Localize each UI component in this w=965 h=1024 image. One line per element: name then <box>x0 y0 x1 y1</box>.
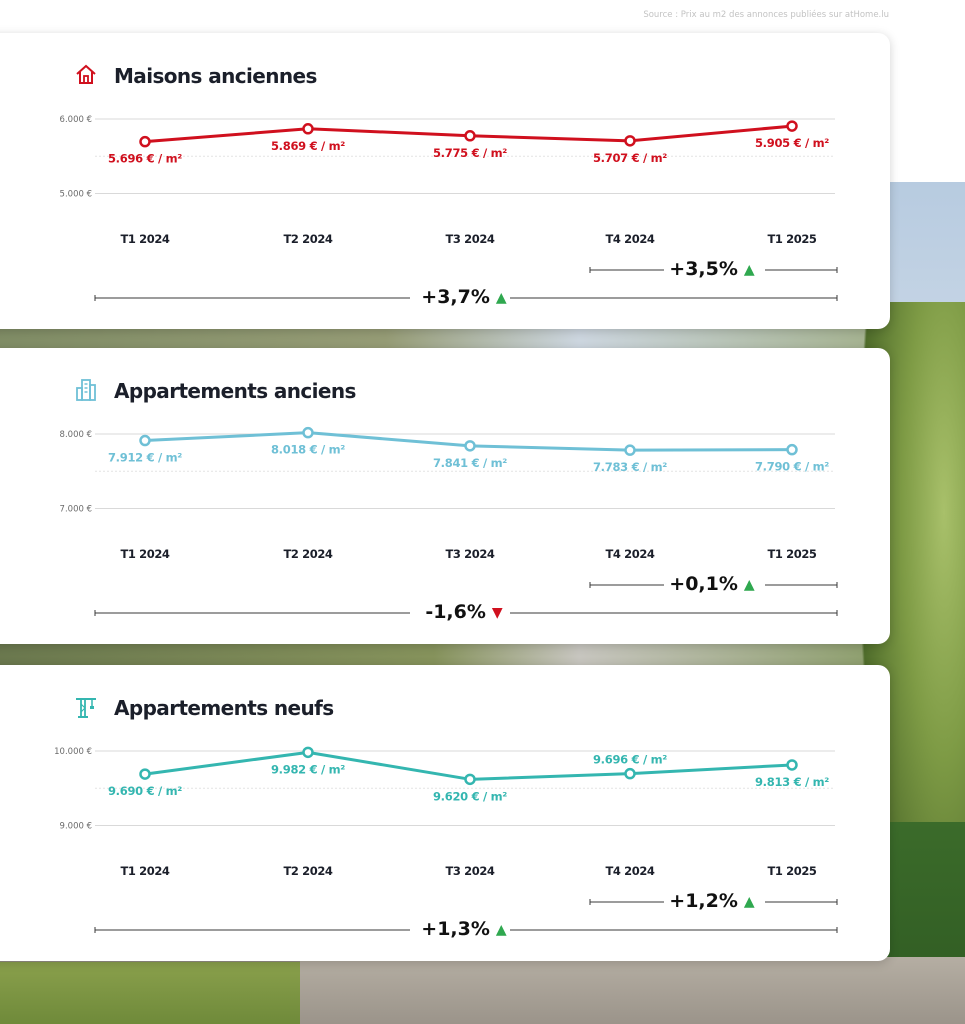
y-tick-label: 10.000 € <box>54 747 92 757</box>
x-tick-label: T1 2025 <box>767 232 816 246</box>
x-tick-label: T2 2024 <box>283 547 332 561</box>
x-tick-label: T1 2024 <box>120 232 169 246</box>
y-tick-label: 9.000 € <box>60 822 92 832</box>
evolution-year: +3,7% ▲ <box>421 286 506 308</box>
data-label: 5.905 € / m² <box>755 136 829 150</box>
x-tick-label: T4 2024 <box>605 864 654 878</box>
crane-icon <box>76 698 96 718</box>
x-tick-label: T3 2024 <box>445 547 494 561</box>
data-label: 7.783 € / m² <box>593 460 667 474</box>
data-point <box>302 123 314 135</box>
data-point <box>624 135 636 147</box>
trend-up-icon: ▲ <box>495 922 507 938</box>
data-point <box>464 440 476 452</box>
paved-path <box>300 957 965 1024</box>
chart-title: Appartements anciens <box>114 379 356 403</box>
data-label: 5.775 € / m² <box>433 146 507 160</box>
data-label: 5.869 € / m² <box>271 139 345 153</box>
x-tick-label: T1 2025 <box>767 864 816 878</box>
x-tick-label: T1 2025 <box>767 547 816 561</box>
evolution-year-value: +1,3% <box>421 918 490 940</box>
data-label: 7.912 € / m² <box>108 451 182 465</box>
evolution-quarter: +1,2% ▲ <box>669 890 754 912</box>
trend-up-icon: ▲ <box>743 894 755 910</box>
building-icon <box>76 379 96 401</box>
chart-card-appartements-anciens: Appartements anciens 8.000 € 7.000 € 7.912… <box>0 348 890 644</box>
evolution-quarter: +0,1% ▲ <box>669 573 754 595</box>
data-point <box>139 434 151 447</box>
trend-up-icon: ▲ <box>495 290 507 306</box>
y-tick-label: 5.000 € <box>60 190 92 200</box>
chart-title: Maisons anciennes <box>114 64 317 88</box>
y-tick-label: 7.000 € <box>60 505 92 515</box>
evolution-year-value: -1,6% <box>425 601 486 623</box>
x-tick-label: T1 2024 <box>120 547 169 561</box>
evolution-year: -1,6% ▼ <box>425 601 502 623</box>
line-chart: 6.000 € 5.000 € 5.696 € / m² 5.869 € / m² 5.… <box>60 115 838 301</box>
data-label: 9.982 € / m² <box>271 762 345 776</box>
x-tick-label: T3 2024 <box>445 864 494 878</box>
chart-title: Appartements neufs <box>114 696 334 720</box>
data-point <box>302 426 314 439</box>
trend-up-icon: ▲ <box>743 262 755 278</box>
evolution-quarter: +3,5% ▲ <box>669 258 754 280</box>
y-tick-label: 6.000 € <box>60 115 92 125</box>
data-label: 9.696 € / m² <box>593 753 667 767</box>
data-label: 5.696 € / m² <box>108 152 182 166</box>
evolution-quarter-value: +1,2% <box>669 890 738 912</box>
y-tick-label: 8.000 € <box>60 430 92 440</box>
x-tick-label: T1 2024 <box>120 864 169 878</box>
x-tick-label: T2 2024 <box>283 864 332 878</box>
x-tick-label: T2 2024 <box>283 232 332 246</box>
data-point <box>786 443 798 456</box>
data-label: 7.790 € / m² <box>755 460 829 474</box>
line-chart: 10.000 € 9.000 € 9.690 € / m² 9.982 € / m² 9… <box>54 746 838 933</box>
trend-up-icon: ▲ <box>743 577 755 593</box>
trend-down-icon: ▼ <box>491 605 503 621</box>
evolution-year: +1,3% ▲ <box>421 918 506 940</box>
x-tick-label: T4 2024 <box>605 232 654 246</box>
source-note: Source : Prix au m2 des annonces publiée… <box>643 10 889 20</box>
evolution-quarter-value: +0,1% <box>669 573 738 595</box>
house-icon <box>76 64 96 84</box>
data-point <box>786 120 798 132</box>
data-point <box>139 135 151 148</box>
data-label: 7.841 € / m² <box>433 456 507 470</box>
data-point <box>464 773 476 786</box>
data-point <box>302 746 314 759</box>
data-point <box>786 759 798 771</box>
data-label: 9.690 € / m² <box>108 784 182 798</box>
data-label: 9.620 € / m² <box>433 789 507 803</box>
x-tick-label: T3 2024 <box>445 232 494 246</box>
line-chart: 8.000 € 7.000 € 7.912 € / m² 8.018 € / m² 7.… <box>60 426 838 616</box>
data-point <box>624 767 636 780</box>
data-point <box>624 444 636 456</box>
x-tick-label: T4 2024 <box>605 547 654 561</box>
data-label: 8.018 € / m² <box>271 443 345 457</box>
evolution-year-value: +3,7% <box>421 286 490 308</box>
data-point <box>464 130 476 142</box>
data-label: 5.707 € / m² <box>593 151 667 165</box>
evolution-quarter-value: +3,5% <box>669 258 738 280</box>
chart-card-maisons-anciennes: Maisons anciennes 6.000 € 5.000 € 5.696 € … <box>0 33 890 329</box>
data-label: 9.813 € / m² <box>755 775 829 789</box>
data-point <box>139 768 151 780</box>
chart-card-appartements-neufs: Appartements neufs 10.000 € 9.000 € 9.690 … <box>0 665 890 961</box>
